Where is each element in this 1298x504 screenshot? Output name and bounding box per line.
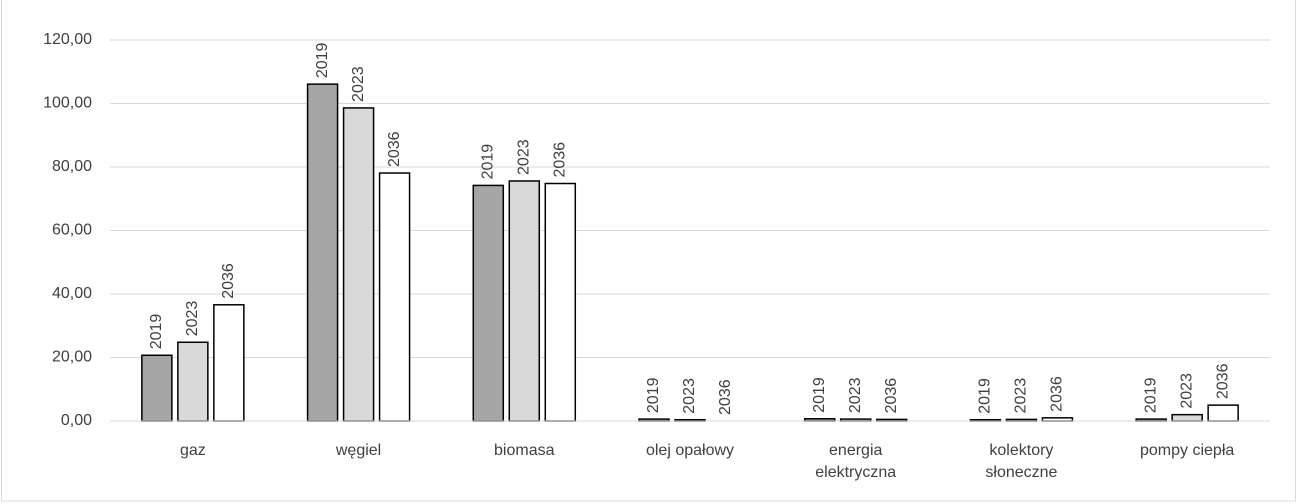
bar-series-label: 2036 [1214, 363, 1231, 399]
bar [378, 172, 411, 422]
bar [213, 304, 245, 422]
y-tick-label: 100,00 [43, 95, 92, 112]
bar-series-label: 2036 [717, 379, 734, 415]
bar [472, 184, 505, 422]
bar-series-label: 2036 [883, 378, 900, 414]
bar-series-label: 2019 [314, 42, 331, 78]
y-tick-label: 60,00 [52, 222, 92, 239]
bar-series-label: 2023 [1178, 373, 1195, 409]
bar [508, 180, 541, 422]
x-tick-label: energia elektryczna [815, 442, 897, 481]
bar-series-label: 2036 [552, 142, 569, 178]
x-tick-label: gaz [179, 442, 206, 459]
bar-series-label: 2019 [1142, 377, 1159, 413]
bar [177, 341, 209, 422]
bar-series-label: 2019 [148, 314, 165, 350]
bar [544, 182, 577, 422]
bar-series-label: 2023 [516, 139, 533, 175]
x-tick-label: węgiel [335, 442, 382, 459]
bar-series-label: 2036 [1049, 376, 1066, 412]
bar-series-label: 2023 [681, 378, 698, 414]
bar [306, 83, 339, 422]
x-tick-label: biomasa [494, 442, 555, 459]
bar-series-label: 2023 [1013, 378, 1030, 414]
x-tick-label: pompy ciepła [1140, 442, 1235, 459]
x-tick-label: olej opałowy [645, 442, 735, 459]
bar-series-label: 2023 [847, 377, 864, 413]
x-tick-label: kolektory słoneczne [985, 442, 1058, 481]
bar [1207, 404, 1239, 422]
y-tick-label: 120,00 [43, 31, 92, 48]
bar-series-label: 2019 [977, 378, 994, 414]
bar-series-label: 2036 [386, 131, 403, 167]
y-tick-label: 40,00 [52, 285, 92, 302]
bar-series-label: 2019 [811, 377, 828, 413]
bar-series-label: 2019 [645, 377, 662, 413]
bar [342, 107, 375, 422]
bar-series-label: 2023 [184, 301, 201, 337]
bar-series-label: 2036 [220, 263, 237, 299]
y-tick-label: 0,00 [61, 412, 92, 429]
bar [1171, 413, 1203, 422]
y-tick-label: 20,00 [52, 349, 92, 366]
y-tick-label: 80,00 [52, 158, 92, 175]
bar-series-label: 2019 [480, 144, 497, 180]
bar-series-label: 2023 [350, 66, 367, 102]
bar [141, 354, 173, 422]
